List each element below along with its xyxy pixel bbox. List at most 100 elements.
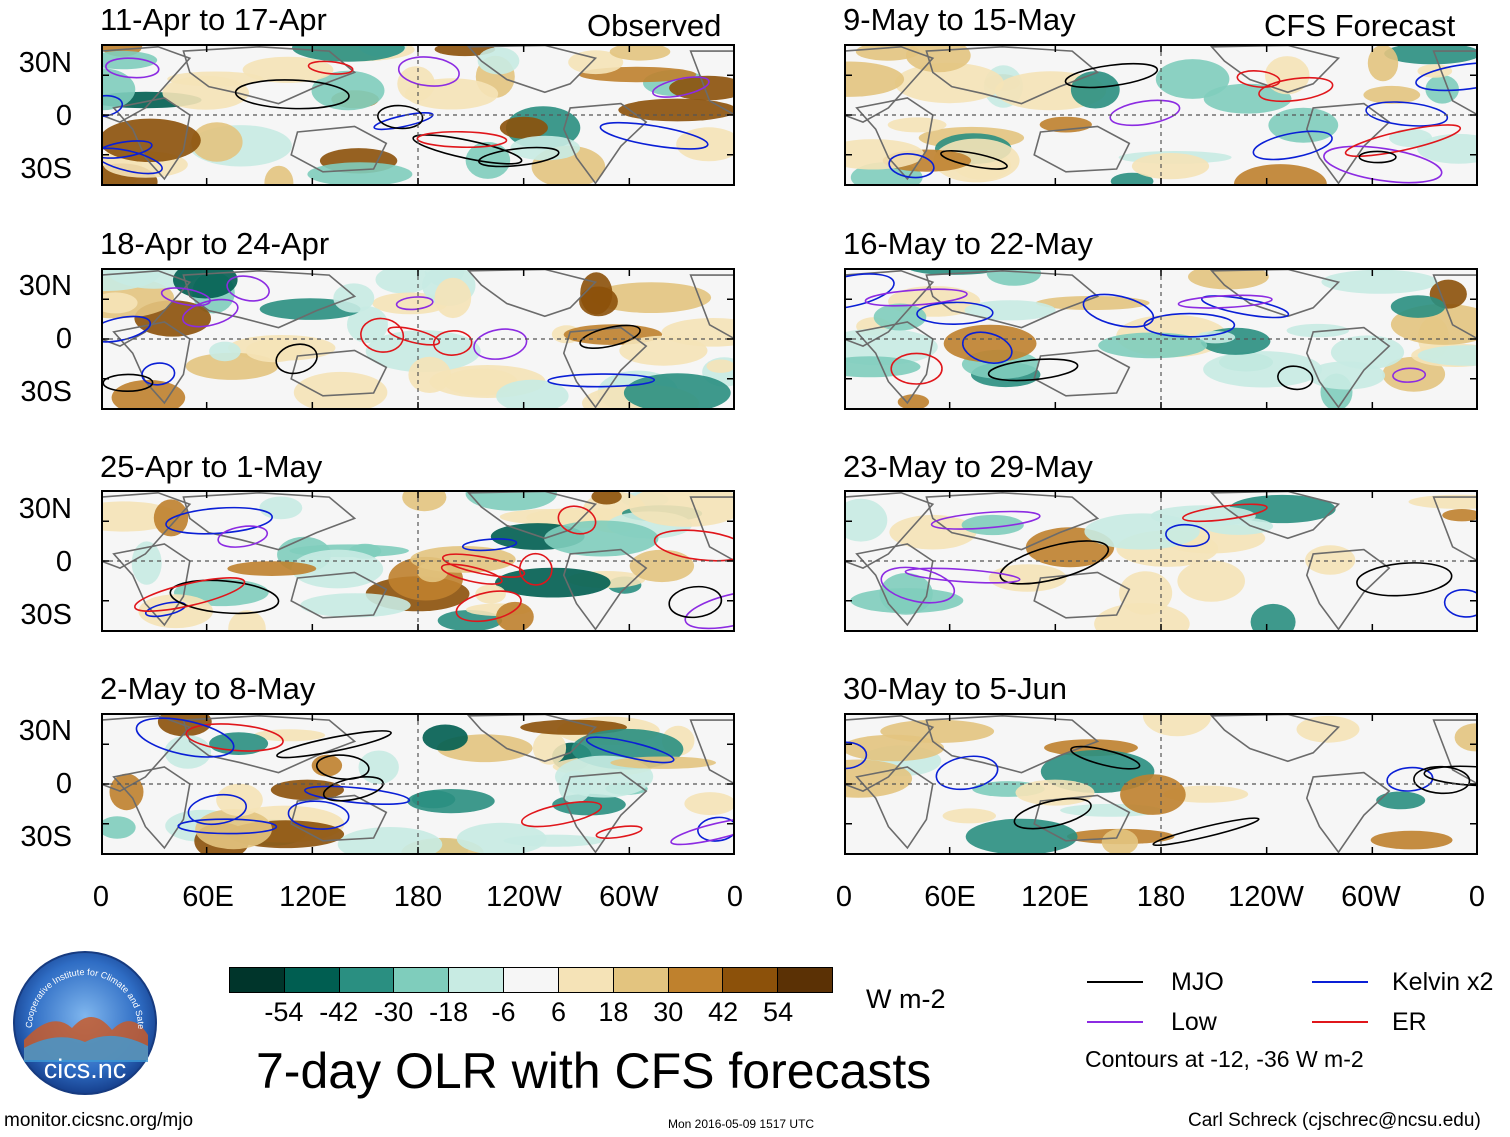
lat-label-eq: 0 (55, 768, 72, 800)
wave-filter-contour (1277, 365, 1314, 391)
wave-filter-contour (520, 801, 603, 828)
colorbar-cell (449, 968, 505, 992)
legend-label-kelvin: Kelvin x2 (1392, 968, 1494, 996)
wave-filter-contour (1182, 503, 1268, 523)
olr-anomaly-shading (618, 98, 735, 122)
coastline (1209, 713, 1341, 763)
panel-title: 9-May to 15-May (843, 2, 1076, 37)
wave-filter-contour (177, 818, 278, 835)
coastline (466, 44, 598, 94)
wave-filter-contour (1200, 295, 1290, 319)
olr-anomaly-shading (402, 490, 447, 512)
wave-filter-contour (999, 540, 1110, 585)
olr-anomaly-shading (1268, 107, 1339, 143)
olr-anomaly-shading (138, 594, 213, 629)
legend-label-low: Low (1171, 1008, 1217, 1036)
coastline (112, 321, 191, 405)
colorbar (229, 967, 833, 993)
legend-label-er: ER (1392, 1008, 1427, 1036)
lon-label: 60E (924, 881, 976, 913)
coastline (101, 269, 192, 347)
olr-anomaly-shading (1442, 509, 1478, 522)
legend-line-mjo (1087, 981, 1143, 983)
olr-anomaly-shading (443, 368, 518, 396)
wave-filter-contour (1070, 745, 1141, 770)
lat-label-eq: 0 (55, 323, 72, 355)
wave-filter-contour (1356, 562, 1453, 597)
wave-filter-contour (101, 147, 163, 175)
lon-label: 60W (1341, 881, 1401, 913)
wave-filter-contour (599, 121, 709, 150)
coastline (855, 766, 934, 850)
wave-filter-contour (940, 149, 1008, 170)
wave-filter-contour (1415, 61, 1478, 92)
wave-filter-contour (187, 793, 247, 826)
coastline (689, 50, 735, 116)
wave-filter-contour (226, 275, 270, 302)
olr-anomaly-shading (942, 808, 996, 824)
olr-anomaly-shading (293, 371, 388, 410)
olr-anomaly-shading (943, 324, 1037, 363)
observed-header: Observed (587, 8, 722, 43)
wave-filter-contour (1386, 766, 1434, 792)
colorbar-cell (284, 968, 340, 992)
olr-anomaly-shading (1234, 164, 1327, 186)
colorbar-tick-label: 18 (598, 997, 629, 1027)
wave-filter-contour (652, 76, 710, 98)
olr-anomaly-shading (887, 117, 947, 133)
olr-anomaly-shading (1119, 571, 1173, 615)
coastline (844, 269, 935, 347)
olr-anomaly-shading (1370, 830, 1453, 850)
wave-filter-contour (1143, 312, 1236, 338)
coastline (689, 719, 735, 785)
coastline (466, 490, 598, 540)
olr-anomaly-shading (209, 341, 241, 362)
olr-anomaly-shading (417, 561, 448, 583)
olr-anomaly-shading (933, 138, 1020, 183)
wave-filter-contour (1344, 124, 1462, 158)
lat-label-30n: 30N (18, 270, 72, 302)
olr-anomaly-shading (897, 394, 930, 410)
lat-label-30s: 30S (20, 376, 72, 408)
coastline (855, 543, 934, 627)
olr-anomaly-shading (579, 286, 618, 317)
olr-anomaly-shading (1363, 85, 1421, 104)
olr-anomaly-shading (894, 62, 1004, 104)
wave-filter-contour (441, 553, 526, 578)
wave-filter-contour (1358, 150, 1397, 164)
wave-filter-contour (684, 589, 735, 630)
lon-label: 120W (486, 881, 562, 913)
olr-anomaly-shading (1203, 83, 1292, 114)
wave-filter-contour (440, 563, 503, 585)
olr-anomaly-shading (568, 50, 624, 75)
coastline (466, 713, 598, 763)
olr-anomaly-shading (191, 122, 243, 162)
olr-anomaly-shading (1376, 791, 1426, 810)
wave-filter-contour (416, 130, 508, 149)
lat-label-30n: 30N (18, 715, 72, 747)
wave-filter-contour (397, 56, 460, 87)
olr-anomaly-shading (167, 71, 264, 87)
colorbar-cell (778, 968, 832, 992)
wave-filter-contour (888, 153, 935, 179)
wave-filter-contour (160, 287, 211, 307)
olr-anomaly-shading (905, 44, 971, 73)
colorbar-cell (339, 968, 395, 992)
olr-anomaly-shading (628, 490, 735, 527)
olr-anomaly-shading (1155, 59, 1230, 99)
olr-map (101, 44, 735, 186)
olr-map (844, 490, 1478, 632)
wave-filter-contour (134, 577, 246, 612)
wave-filter-contour (697, 816, 735, 842)
lat-label-30n: 30N (18, 47, 72, 79)
olr-anomaly-shading (1330, 335, 1405, 370)
lat-label-30s: 30S (20, 153, 72, 185)
wave-filter-contour (1252, 130, 1333, 161)
olr-anomaly-shading (558, 770, 591, 804)
wave-filter-contour (935, 755, 999, 791)
wave-filter-contour (473, 328, 528, 360)
wave-filter-contour (1392, 367, 1427, 383)
wave-filter-contour (217, 525, 269, 548)
coastline (925, 714, 1100, 774)
panel-title: 2-May to 8-May (100, 671, 316, 706)
